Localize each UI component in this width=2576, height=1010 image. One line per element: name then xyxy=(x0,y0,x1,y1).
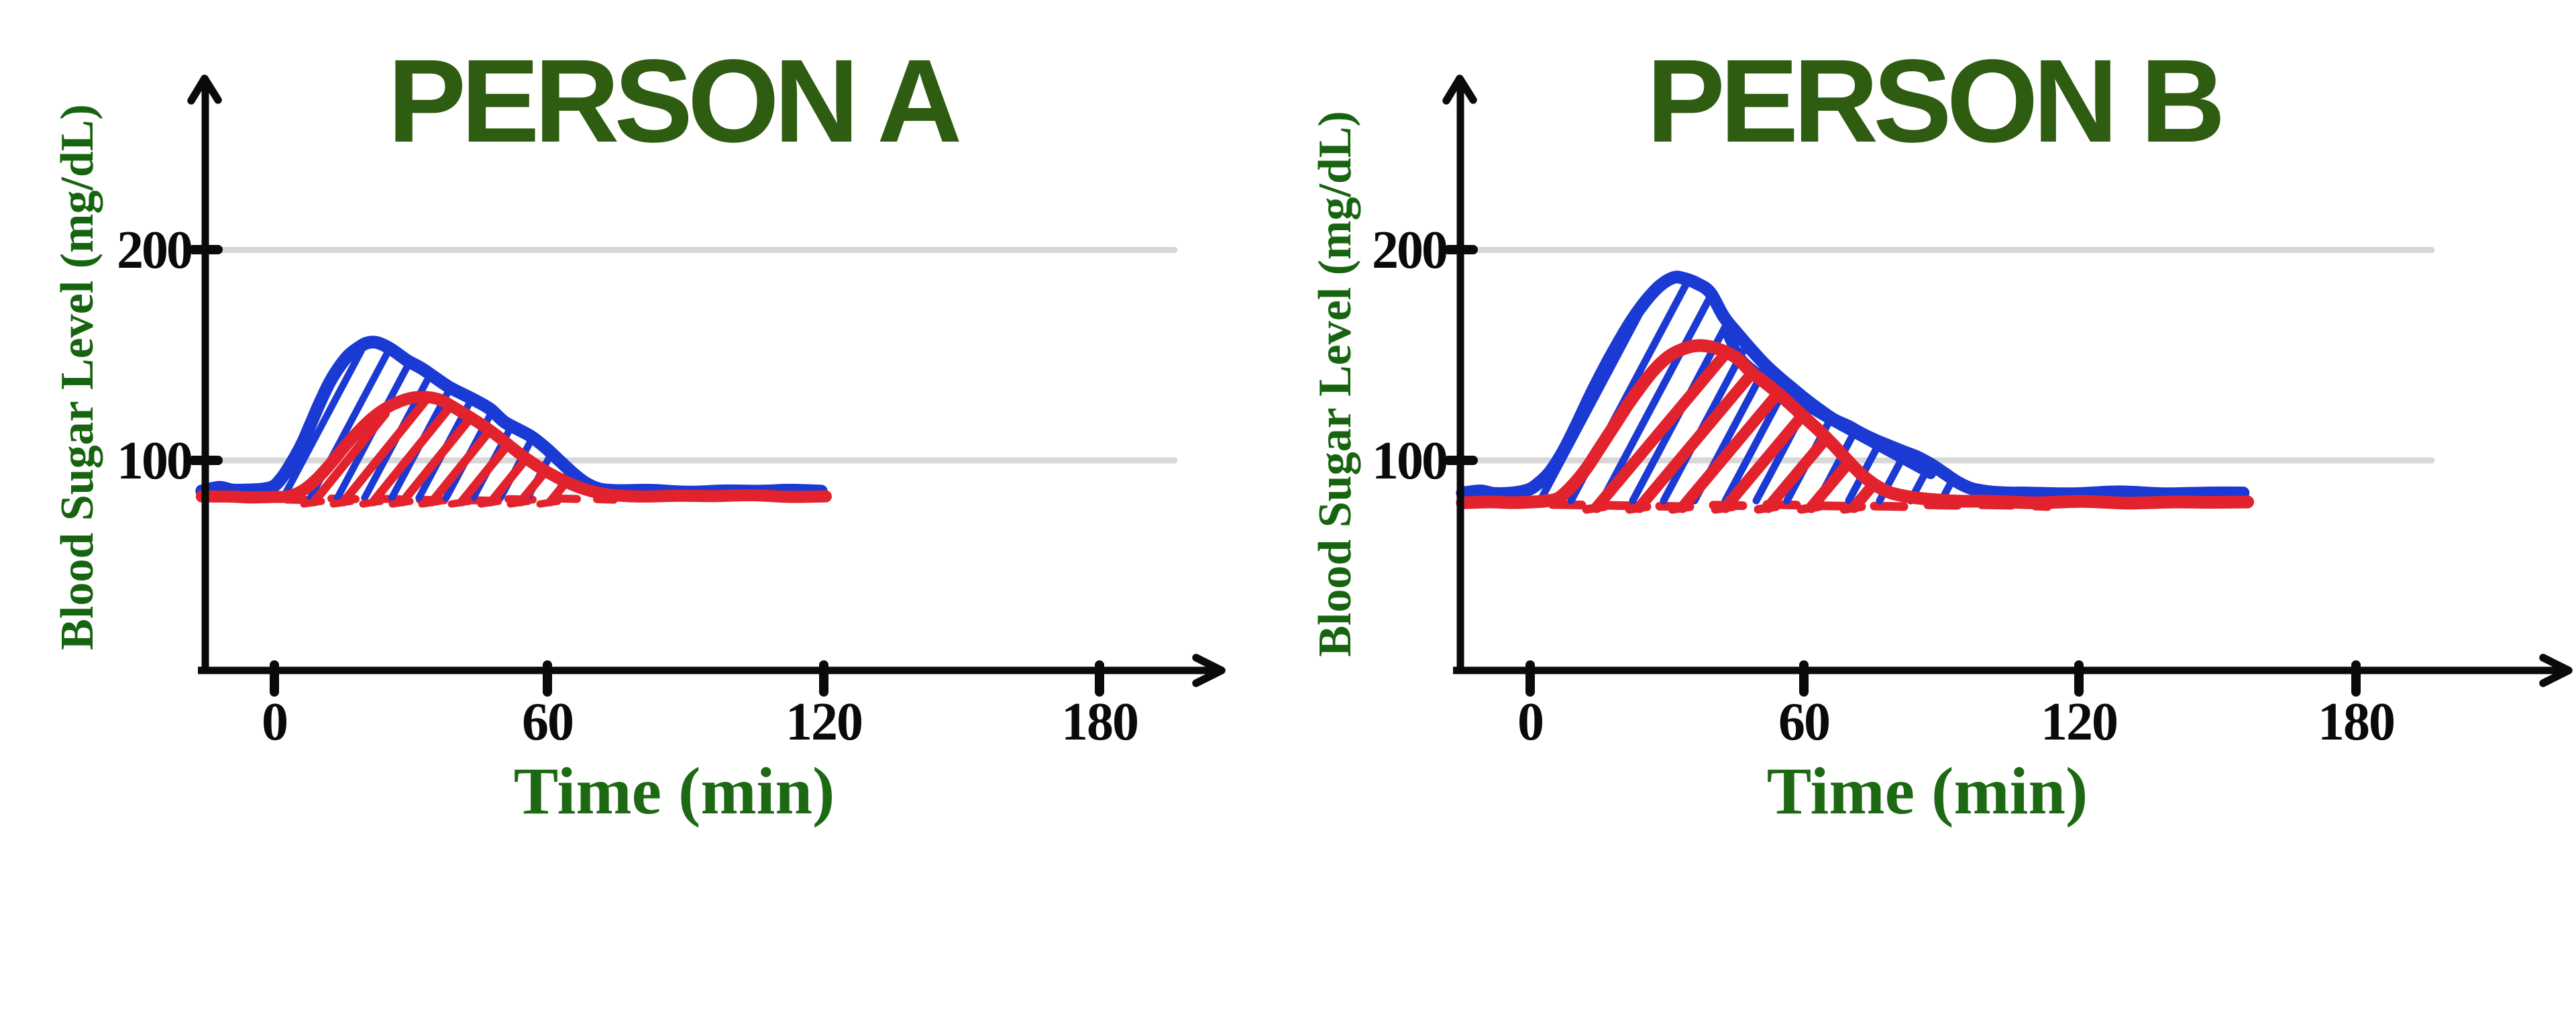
svg-text:200: 200 xyxy=(1372,221,1446,280)
svg-text:100: 100 xyxy=(1372,432,1446,491)
svg-text:60: 60 xyxy=(1778,693,1829,752)
svg-text:Blood Sugar Level (mg/dL): Blood Sugar Level (mg/dL) xyxy=(52,104,103,650)
svg-text:PERSON A: PERSON A xyxy=(388,36,960,167)
svg-text:Time (min): Time (min) xyxy=(514,754,835,828)
svg-text:180: 180 xyxy=(2318,693,2394,752)
svg-text:120: 120 xyxy=(786,693,862,752)
svg-text:100: 100 xyxy=(117,432,191,491)
svg-text:180: 180 xyxy=(1061,693,1138,752)
svg-text:120: 120 xyxy=(2041,693,2117,752)
svg-text:0: 0 xyxy=(1517,693,1543,752)
svg-text:Blood Sugar Level (mg/dL): Blood Sugar Level (mg/dL) xyxy=(1309,111,1361,657)
svg-text:0: 0 xyxy=(262,693,287,752)
svg-text:Time (min): Time (min) xyxy=(1767,754,2088,828)
svg-text:PERSON B: PERSON B xyxy=(1646,36,2220,167)
svg-text:200: 200 xyxy=(117,221,191,280)
svg-text:60: 60 xyxy=(522,693,573,752)
